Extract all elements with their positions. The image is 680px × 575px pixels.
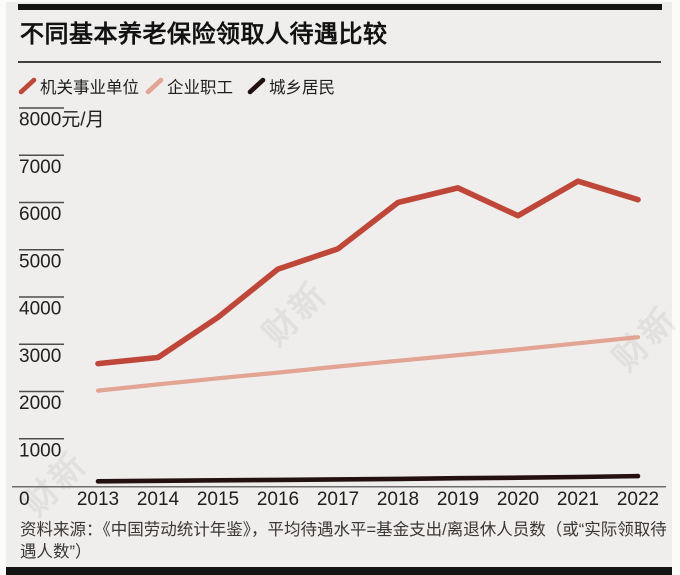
- legend-label: 城乡居民: [269, 79, 335, 97]
- x-axis-label: 2022: [617, 489, 659, 510]
- y-axis-label: 2000: [19, 393, 61, 414]
- x-axis-label: 2021: [557, 489, 599, 510]
- x-axis-label: 2013: [77, 489, 119, 510]
- top-accent-bar: [18, 4, 662, 10]
- y-axis-label: 8000元/月: [19, 110, 105, 131]
- y-axis-label: 1000: [19, 440, 61, 461]
- legend-item-rural: 城乡居民: [247, 74, 335, 98]
- x-axis-label: 2020: [497, 489, 539, 510]
- x-axis-label: 2017: [317, 489, 359, 510]
- legend-label: 机关事业单位: [40, 79, 139, 97]
- pension-line-chart: 8000元/月 7000 6000 5000 4000 3000 2000 1000 0 2013…: [12, 107, 666, 510]
- y-axis-label: 6000: [19, 204, 61, 225]
- x-axis-label: 2015: [197, 489, 239, 510]
- chart-canvas: 不同基本养老保险领取人待遇比较 机关事业单位 企业职工 城乡居民: [6, 2, 680, 575]
- page-title: 不同基本养老保险领取人待遇比较: [20, 21, 388, 48]
- y-axis-label: 4000: [19, 299, 61, 320]
- legend-item-enterprise: 企业职工: [145, 74, 233, 98]
- x-axis-label: 2018: [377, 489, 419, 510]
- series-line-0: [95, 178, 641, 367]
- legend-item-gov: 机关事业单位: [18, 74, 139, 98]
- y-axis-label: 7000: [19, 157, 61, 178]
- legend-slash-icon: [18, 77, 37, 95]
- series-line-1: [95, 335, 641, 393]
- x-axis-label: 2019: [437, 489, 479, 510]
- legend-slash-icon: [247, 77, 266, 95]
- y-axis-label: 3000: [19, 346, 61, 367]
- x-axis-label: 2014: [137, 489, 180, 510]
- source-note: 资料来源：《中国劳动统计年鉴》，平均待遇水平=基金支出/离退休人员数（或“实际领…: [20, 521, 667, 561]
- legend: 机关事业单位 企业职工 城乡居民: [18, 74, 335, 98]
- legend-label: 企业职工: [167, 79, 233, 97]
- title-divider: [18, 61, 661, 63]
- x-axis-label: 2016: [257, 489, 299, 510]
- bottom-accent-bar: [6, 567, 672, 575]
- y-axis-zero-label: 0: [19, 489, 30, 510]
- y-axis-label: 5000: [19, 251, 61, 272]
- legend-slash-icon: [145, 77, 164, 95]
- series-line-2: [95, 473, 641, 484]
